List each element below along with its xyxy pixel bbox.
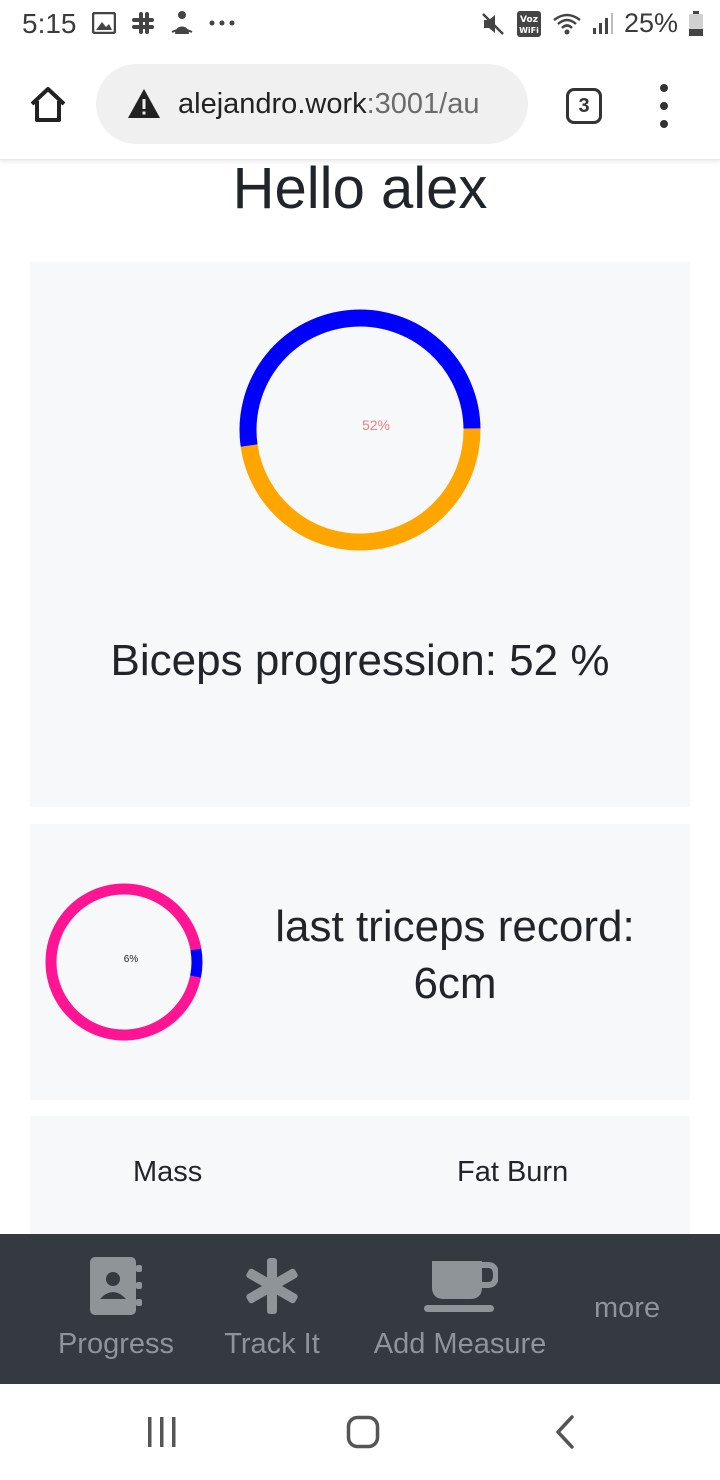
more-notifications-icon — [209, 20, 235, 26]
meditation-icon — [171, 11, 193, 34]
biceps-percent-label: 52% — [362, 417, 390, 433]
plan-mass[interactable]: Mass — [133, 1156, 203, 1188]
address-bar[interactable]: alejandro.work:3001/au — [96, 64, 528, 144]
home-nav-icon[interactable] — [346, 1415, 380, 1449]
triceps-percent-label: 6% — [124, 954, 139, 965]
voz-wifi-icon: Voz WiFi — [516, 10, 541, 37]
nav-add-measure-label: Add Measure — [373, 1328, 547, 1360]
slack-icon — [132, 12, 154, 34]
system-navigation-bar — [0, 1384, 720, 1480]
biceps-progress-arc — [239, 309, 481, 447]
home-icon[interactable] — [26, 82, 70, 126]
plans-card: Mass Fat Burn — [30, 1116, 690, 1246]
bottom-navigation: Progress Track It Add Measure — [0, 1234, 720, 1384]
back-icon[interactable] — [553, 1415, 577, 1449]
nav-progress-label: Progress — [57, 1328, 175, 1360]
triceps-progress-arc — [190, 948, 203, 978]
url-host: alejandro.work — [178, 87, 367, 120]
nav-progress[interactable]: Progress — [52, 1234, 180, 1384]
nav-track-it[interactable]: Track It — [218, 1234, 326, 1384]
triceps-progress-ring: 6% — [45, 883, 203, 1041]
recent-apps-icon[interactable] — [145, 1415, 179, 1449]
nav-more[interactable]: more — [594, 1292, 661, 1324]
triceps-remainder-arc — [45, 883, 202, 1041]
tab-count: 3 — [578, 94, 590, 117]
browser-menu-icon[interactable] — [652, 84, 676, 128]
signal-icon — [592, 12, 613, 34]
nav-add-measure[interactable]: Add Measure — [364, 1234, 556, 1384]
asterisk-icon — [246, 1258, 298, 1314]
wifi-icon — [553, 13, 581, 34]
biceps-remainder-arc — [240, 428, 481, 551]
svg-text:WiFi: WiFi — [519, 26, 539, 35]
battery-percent: 25% — [623, 8, 678, 38]
greeting-title: Hello alex — [232, 156, 488, 221]
battery-icon — [689, 10, 703, 36]
gallery-icon — [92, 12, 116, 34]
nav-track-it-label: Track It — [224, 1328, 320, 1360]
triceps-card: 6% last triceps record: 6cm — [30, 824, 690, 1100]
svg-text:Voz: Voz — [520, 15, 538, 25]
status-time: 5:15 — [22, 8, 77, 39]
tab-switcher-button[interactable]: 3 — [566, 88, 602, 124]
biceps-card: 52% Biceps progression: 52 % — [30, 262, 690, 807]
mute-icon — [482, 12, 504, 35]
contact-book-icon — [90, 1257, 142, 1315]
url-text: alejandro.work:3001/au — [178, 88, 480, 121]
status-bar: 5:15 — [0, 0, 720, 52]
biceps-caption: Biceps progression: 52 % — [110, 636, 610, 685]
not-secure-warning-icon[interactable] — [126, 86, 162, 122]
triceps-caption: last triceps record: 6cm — [275, 902, 635, 1008]
biceps-progress-ring: 52% — [239, 309, 481, 551]
coffee-cup-icon — [424, 1261, 498, 1312]
notification-icons — [92, 10, 236, 36]
system-status-icons: Voz WiFi 25% — [480, 8, 704, 39]
browser-toolbar: alejandro.work:3001/au 3 — [0, 52, 720, 160]
plan-fat-burn[interactable]: Fat Burn — [457, 1156, 569, 1188]
url-port-path: :3001/au — [366, 87, 480, 120]
